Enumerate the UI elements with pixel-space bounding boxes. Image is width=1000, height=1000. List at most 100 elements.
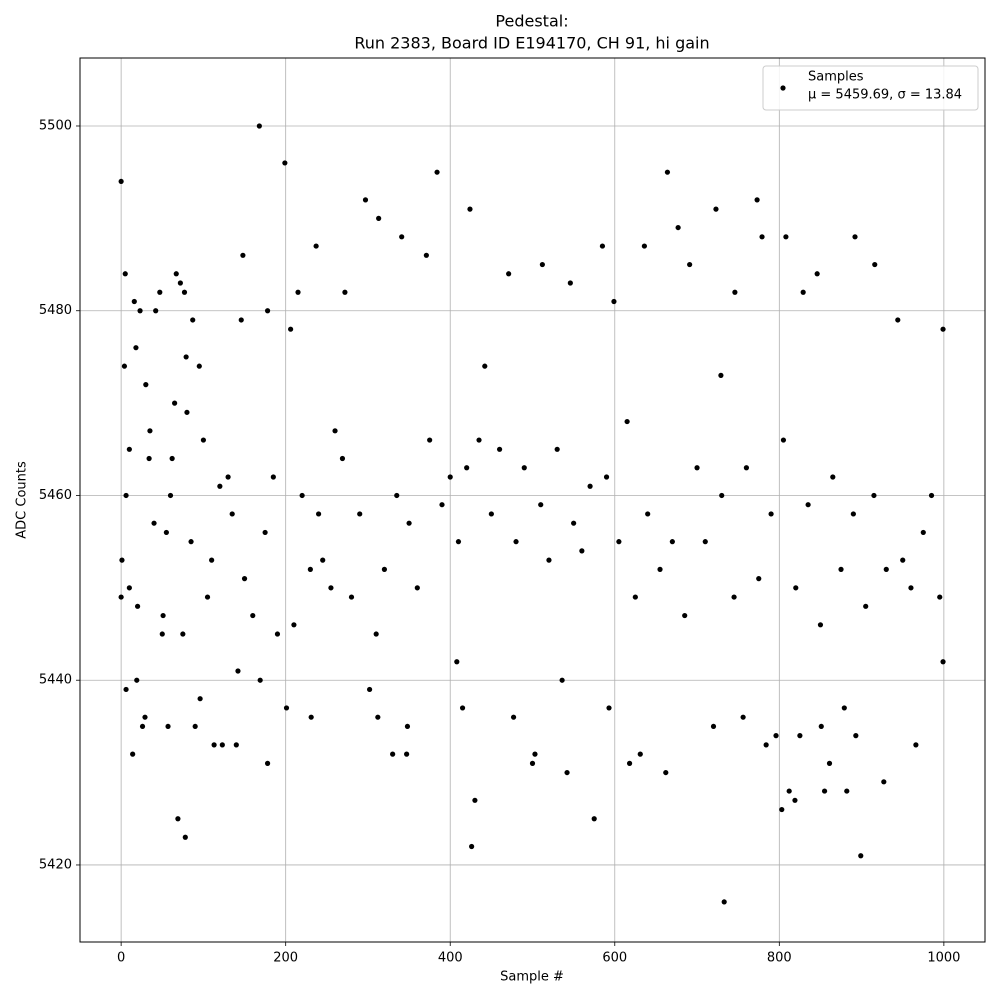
point [240, 252, 246, 258]
point [626, 760, 633, 766]
point [599, 243, 606, 249]
point [616, 539, 622, 545]
point [793, 585, 799, 591]
point [800, 289, 806, 295]
point [190, 317, 196, 323]
point [308, 714, 314, 720]
point [153, 308, 159, 314]
point [510, 714, 517, 720]
point [121, 363, 128, 369]
point [792, 797, 798, 803]
point [299, 492, 305, 499]
point [376, 215, 382, 221]
point [264, 760, 271, 766]
point [756, 576, 762, 582]
point [159, 631, 165, 637]
point [900, 557, 906, 563]
point [130, 751, 136, 757]
point [367, 686, 373, 693]
point [167, 492, 174, 499]
point [663, 769, 669, 776]
point [131, 298, 137, 305]
point [447, 474, 453, 480]
point [710, 723, 717, 730]
point [675, 224, 681, 231]
grid [80, 58, 985, 942]
point [146, 455, 152, 462]
point [571, 520, 577, 526]
point [175, 816, 181, 822]
point [182, 834, 188, 840]
point [496, 446, 503, 452]
point [219, 742, 225, 748]
point [529, 760, 536, 766]
point [895, 317, 901, 323]
point [591, 816, 597, 822]
y-tick-label: 5440 [39, 673, 72, 688]
point [780, 437, 787, 443]
point [852, 234, 858, 240]
point [427, 437, 433, 443]
point [469, 843, 475, 850]
point [183, 354, 189, 360]
point [313, 243, 319, 249]
point [196, 363, 202, 369]
x-axis-label: Sample # [500, 970, 564, 985]
point [871, 492, 877, 499]
plot-frame [79, 57, 986, 943]
point [328, 585, 334, 591]
point [459, 705, 466, 711]
point [375, 714, 381, 720]
point [637, 751, 643, 757]
point [217, 483, 223, 489]
point [348, 594, 355, 600]
points [118, 123, 946, 905]
point [883, 566, 889, 572]
point [669, 539, 675, 545]
point [165, 723, 171, 730]
point [270, 474, 276, 480]
point [814, 271, 820, 277]
point [204, 594, 211, 600]
point [229, 511, 235, 517]
y-tick-label: 5460 [39, 488, 72, 503]
point [173, 271, 179, 277]
point [579, 548, 585, 554]
point [694, 465, 700, 471]
point [881, 779, 887, 785]
point [641, 243, 647, 249]
point [821, 788, 828, 794]
point [908, 585, 914, 591]
x-tick-label: 800 [767, 951, 792, 966]
point [858, 853, 864, 859]
point [394, 492, 400, 499]
point [362, 197, 369, 203]
chart-title: Pedestal: [495, 12, 568, 31]
point [126, 446, 132, 452]
point [467, 206, 473, 212]
point [844, 788, 850, 794]
point [731, 594, 737, 600]
legend-note: μ = 5459.69, σ = 13.84 [808, 88, 962, 103]
point [177, 280, 183, 286]
point [123, 686, 129, 693]
point [713, 206, 719, 212]
point [118, 178, 124, 185]
point [257, 677, 263, 683]
point [632, 594, 638, 600]
point [147, 428, 153, 434]
point [830, 474, 836, 480]
point [940, 326, 946, 332]
point [180, 631, 186, 637]
point [197, 696, 203, 702]
point [373, 631, 379, 637]
point [476, 437, 482, 443]
y-tick-label: 5420 [39, 857, 72, 872]
legend-label: Samples [808, 70, 864, 85]
point [288, 326, 294, 332]
x-tick-label: 200 [273, 951, 298, 966]
point [381, 566, 388, 572]
point [283, 705, 290, 711]
point [357, 511, 363, 517]
point [291, 622, 297, 628]
